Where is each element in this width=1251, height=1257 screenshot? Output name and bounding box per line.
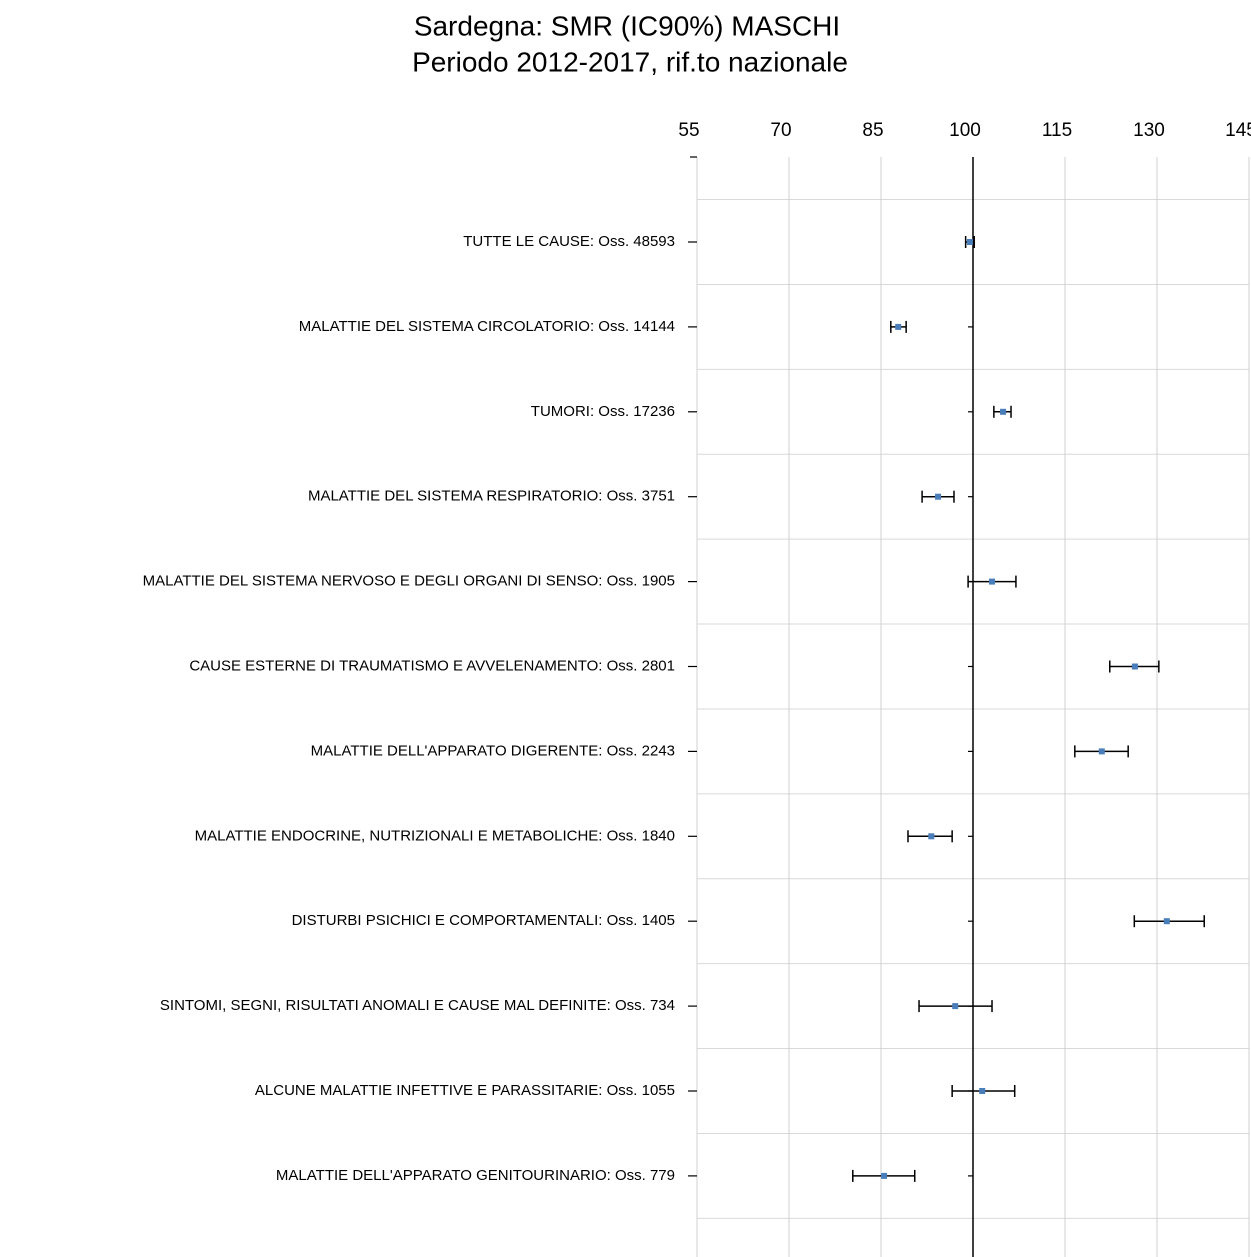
category-label: MALATTIE DELL'APPARATO DIGERENTE: Oss. 2… [311,742,675,759]
point [881,1172,888,1179]
point [952,1003,959,1010]
category-label: TUTTE LE CAUSE: Oss. 48593 [463,233,675,250]
x-tick-label: 115 [1042,120,1072,141]
category-label: ALCUNE MALATTIE INFETTIVE E PARASSITARIE… [255,1082,675,1099]
category-label: MALATTIE ENDOCRINE, NUTRIZIONALI E METAB… [195,827,675,844]
category-label: MALATTIE DELL'APPARATO GENITOURINARIO: O… [276,1167,675,1184]
x-tick-label: 85 [862,120,883,141]
x-tick-label: 55 [678,120,699,141]
chart-title: Sardegna: SMR (IC90%) MASCHI [414,10,840,41]
point [966,239,973,245]
x-tick-label: 145 [1225,120,1251,141]
point [989,578,996,585]
category-label: MALATTIE DEL SISTEMA RESPIRATORIO: Oss. … [308,488,675,505]
category-label: MALATTIE DEL SISTEMA CIRCOLATORIO: Oss. … [299,318,675,335]
category-label: CAUSE ESTERNE DI TRAUMATISMO E AVVELENAM… [189,657,675,674]
category-label: DISTURBI PSICHICI E COMPORTAMENTALI: Oss… [292,912,675,929]
category-label: TUMORI: Oss. 17236 [531,403,675,420]
x-tick-label: 70 [770,120,791,141]
point [1131,663,1138,670]
point [1163,918,1170,925]
point [895,323,902,330]
point [935,493,942,500]
category-label: MALATTIE DEL SISTEMA NERVOSO E DEGLI ORG… [143,573,675,590]
point [1098,748,1105,755]
point [979,1088,986,1094]
x-tick-label: 100 [949,120,981,141]
category-label: SINTOMI, SEGNI, RISULTATI ANOMALI E CAUS… [160,997,675,1014]
chart-subtitle: Periodo 2012-2017, rif.to nazionale [412,46,848,77]
x-tick-label: 130 [1133,120,1165,141]
point [928,833,935,840]
point [1000,408,1007,415]
